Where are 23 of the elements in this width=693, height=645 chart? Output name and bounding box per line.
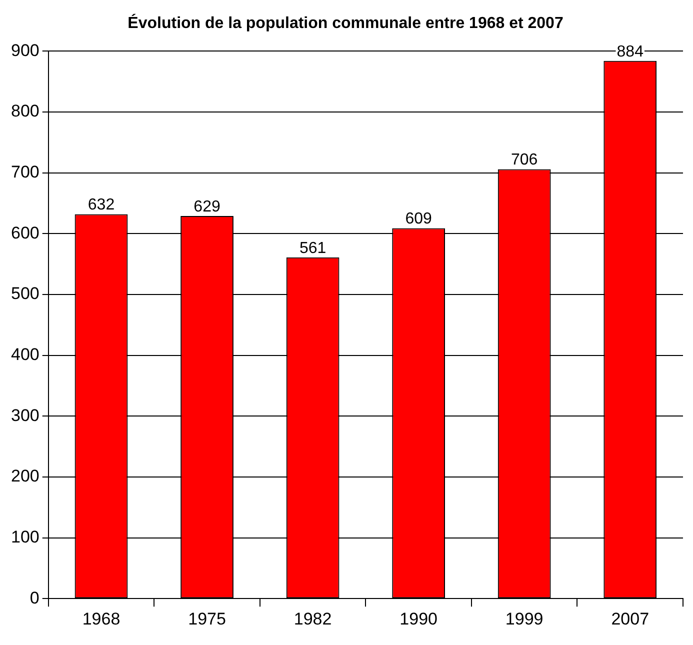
y-tick-label: 900 [10, 40, 40, 60]
y-tick-label: 0 [30, 588, 40, 608]
x-tick-label: 1990 [400, 609, 438, 628]
x-tick-label: 1968 [82, 609, 120, 628]
y-tick-label: 800 [10, 102, 40, 121]
data-label: 561 [299, 240, 326, 257]
y-tick-label: 300 [10, 406, 40, 425]
chart-title: Évolution de la population communale entre 1968 et 2007 [128, 13, 564, 32]
data-label: 706 [510, 152, 538, 169]
y-tick-label: 700 [10, 162, 40, 182]
y-tick-label: 100 [10, 527, 40, 546]
x-tick-label: 1999 [505, 609, 544, 628]
y-tick-label: 600 [10, 223, 40, 242]
x-tick-label: 2007 [611, 609, 650, 628]
y-tick-label: 400 [10, 345, 40, 364]
x-tick-label: 1982 [294, 609, 332, 628]
data-label: 884 [616, 43, 644, 60]
data-label: 629 [194, 198, 220, 216]
y-tick-label: 500 [10, 284, 40, 304]
data-label: 632 [88, 196, 115, 214]
y-tick-label: 200 [10, 466, 40, 486]
data-label: 609 [405, 210, 432, 228]
x-tick-label: 1975 [188, 609, 226, 628]
